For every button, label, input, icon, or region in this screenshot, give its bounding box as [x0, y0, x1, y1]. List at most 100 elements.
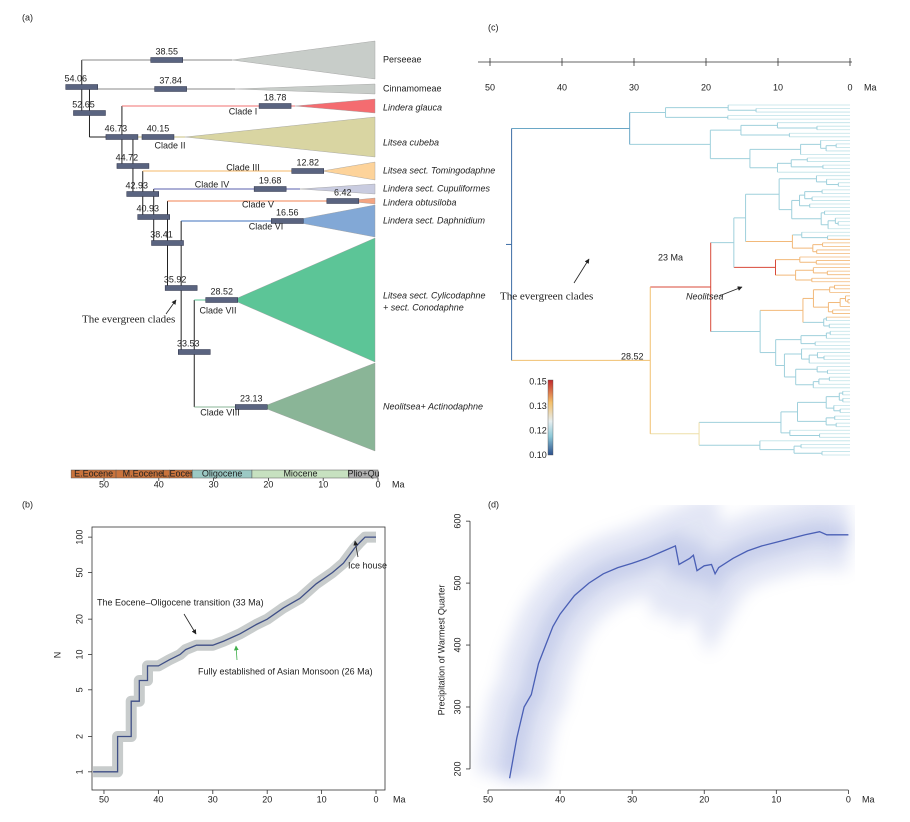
- panel-label: (c): [488, 22, 499, 32]
- annotation: The Eocene–Oligocene transition (33 Ma): [97, 597, 264, 607]
- mean-line: [508, 531, 849, 779]
- x-tick-label: 40: [154, 479, 164, 489]
- hpd-bar: [105, 134, 139, 140]
- y-tick-label: 5: [74, 687, 84, 692]
- x-tick-label: 0: [374, 794, 379, 804]
- hpd-bar: [164, 285, 198, 291]
- tip-label: Lindera sect. Cupuliformes: [383, 183, 491, 193]
- node-age: 19.68: [259, 175, 282, 185]
- x-tick-label: 0: [375, 479, 380, 489]
- hpd-bar: [154, 86, 187, 92]
- annotation: The evergreen clades: [500, 291, 593, 303]
- colorbar-label: 0.10: [529, 450, 547, 460]
- annotation: Neolitsea: [686, 291, 724, 301]
- node-age: 38.41: [150, 229, 173, 239]
- tip-label: Lindera glauca: [383, 102, 442, 112]
- y-axis-label: N: [52, 652, 62, 659]
- x-tick-label: 40: [153, 794, 163, 804]
- annotation: 28.52: [621, 351, 644, 361]
- hpd-bar: [205, 297, 238, 303]
- y-tick-label: 1: [74, 769, 84, 774]
- y-tick-label: 500: [452, 576, 462, 591]
- x-tick-label: 10: [318, 479, 328, 489]
- colorbar-label: 0.15: [529, 376, 547, 386]
- y-tick-label: 50: [74, 567, 84, 577]
- epoch-label: Oligocene: [202, 468, 243, 478]
- clade-triangle: [234, 83, 376, 95]
- x-tick-label: 20: [699, 794, 709, 804]
- node-age: 12.82: [296, 157, 319, 167]
- arrow: [718, 286, 743, 297]
- hpd-bar: [291, 168, 324, 174]
- x-tick-label: 20: [263, 479, 273, 489]
- clade-label: Clade VII: [199, 305, 236, 315]
- annotation: 23 Ma: [658, 252, 683, 262]
- annotation: Fully established of Asian Monsoon (26 M…: [198, 666, 373, 676]
- epoch-label: Miocene: [283, 468, 317, 478]
- node-age: 40.15: [147, 123, 170, 133]
- node-age: 42.93: [125, 180, 148, 190]
- clade-label: Clade III: [226, 162, 260, 172]
- haze-group: [475, 505, 849, 785]
- hpd-bar: [151, 240, 184, 246]
- hpd-bar: [178, 349, 211, 355]
- node-age: 44.72: [116, 152, 139, 162]
- tip-label: Litsea sect. Cylicodaphne: [383, 290, 486, 300]
- y-tick-label: 600: [452, 514, 462, 529]
- epoch-label: L.Eocene: [162, 468, 200, 478]
- hpd-bar: [326, 198, 360, 204]
- node-age: 6.42: [334, 187, 352, 197]
- x-tick-label: 30: [209, 479, 219, 489]
- hpd-bar: [65, 84, 99, 90]
- clade-label: Clade VIII: [200, 407, 240, 417]
- clade-triangle: [344, 197, 376, 205]
- ltt-line: [93, 536, 376, 773]
- tip-label: Cinnamomeae: [383, 83, 442, 93]
- arrow: [165, 299, 177, 315]
- clade-label: Clade II: [154, 140, 185, 150]
- hpd-bar: [137, 214, 170, 220]
- x-tick-label: 0: [847, 82, 852, 92]
- y-tick-label: 300: [452, 699, 462, 714]
- y-tick-label: 100: [74, 530, 84, 545]
- colorbar: [547, 379, 554, 456]
- clade-label: Clade IV: [195, 179, 230, 189]
- epoch: [348, 469, 379, 479]
- node-age: 35.92: [164, 274, 187, 284]
- x-tick-label: 50: [99, 479, 109, 489]
- x-tick-label: 0: [846, 794, 851, 804]
- clade-triangle: [321, 161, 376, 181]
- clade-triangle: [261, 362, 376, 452]
- x-axis-unit: Ma: [862, 794, 875, 804]
- colorbar-label: 0.12: [529, 425, 547, 435]
- arrow: [233, 645, 239, 661]
- hpd-bar: [234, 404, 268, 410]
- x-tick-label: 50: [483, 794, 493, 804]
- tip-label: Lindera obtusiloba: [383, 197, 457, 207]
- hpd-bar: [141, 134, 175, 140]
- node-age: 40.93: [136, 203, 159, 213]
- node-age: 33.53: [177, 338, 200, 348]
- colorbar-label: 0.13: [529, 401, 547, 411]
- tip-label: Neolitsea+ Actinodaphne: [383, 401, 483, 411]
- node-age: 46.73: [105, 123, 128, 133]
- annotation: The evergreen clades: [82, 314, 175, 326]
- x-tick-label: 10: [771, 794, 781, 804]
- clade-label: Clade V: [242, 199, 274, 209]
- node-age: 37.84: [159, 75, 182, 85]
- hpd-bar: [116, 163, 150, 169]
- panel-label: (b): [22, 499, 33, 509]
- hpd-bar: [73, 110, 106, 116]
- tip-label: Perseeae: [383, 54, 422, 64]
- clade-triangle: [294, 98, 376, 114]
- x-tick-label: 30: [627, 794, 637, 804]
- node-age: 28.52: [210, 286, 233, 296]
- annotation: Ice house: [348, 560, 387, 570]
- hpd-bar: [150, 57, 183, 63]
- hpd-bar: [271, 218, 304, 224]
- tip-label: Litsea cubeba: [383, 137, 439, 147]
- x-tick-label: 20: [262, 794, 272, 804]
- epoch-label: Plio+Qu: [347, 468, 379, 478]
